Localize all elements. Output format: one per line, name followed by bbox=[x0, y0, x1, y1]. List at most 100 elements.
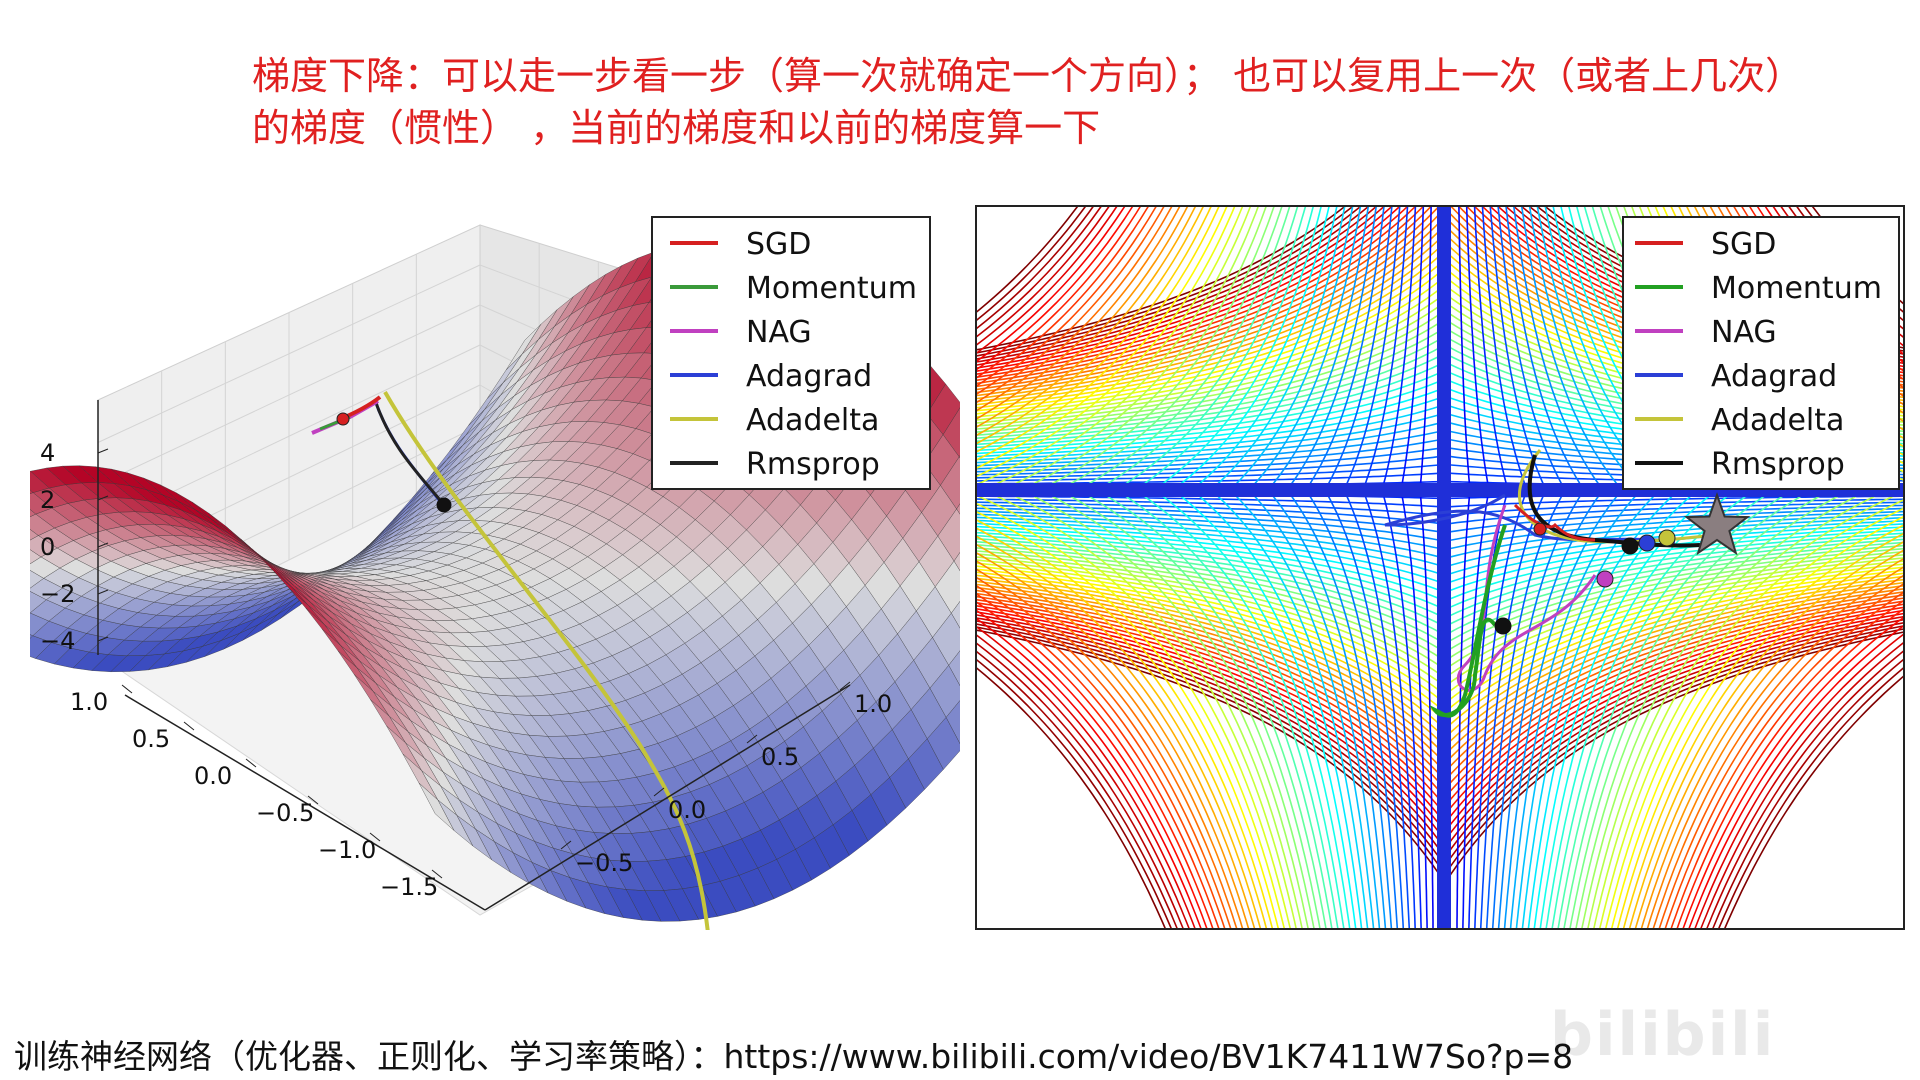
contour-chart: SGD Momentum NAG Adagrad Adadelta Rmsprop bbox=[975, 205, 1905, 930]
contour-line bbox=[1154, 205, 1351, 930]
contour-line bbox=[1717, 205, 1905, 930]
y-tick-label: 0.5 bbox=[761, 743, 799, 771]
contour-line bbox=[975, 205, 1197, 930]
z-tick-label: 4 bbox=[40, 439, 55, 467]
rmsprop-path bbox=[373, 399, 446, 506]
contour-line bbox=[975, 205, 1167, 930]
legend-box bbox=[1622, 216, 1900, 490]
legend: SGD Momentum NAG Adagrad Adadelta Rmsprop bbox=[651, 216, 931, 490]
contour-line bbox=[1040, 205, 1316, 930]
x-tick-mark bbox=[431, 869, 443, 879]
legend-label-rmsprop: Rmsprop bbox=[746, 447, 880, 482]
y-tick-mark bbox=[839, 681, 851, 691]
surface-cell bbox=[956, 503, 960, 515]
contour-line bbox=[1533, 205, 1717, 930]
surface-cell bbox=[948, 650, 960, 687]
footer-text: 训练神经网络（优化器、正则化、学习率策略）：https://www.bilibi… bbox=[14, 1037, 1574, 1076]
z-tick-label: −4 bbox=[40, 627, 75, 655]
contour-line bbox=[975, 205, 1203, 930]
y-tick-mark bbox=[746, 734, 758, 744]
x-axis-line bbox=[124, 694, 486, 911]
contour-line bbox=[975, 205, 1280, 930]
watermark: bilibili bbox=[1550, 1000, 1776, 1070]
dense-contour-band bbox=[1437, 205, 1451, 930]
contour-line bbox=[975, 205, 1179, 930]
optimizer-paths-2d bbox=[1384, 449, 1726, 718]
caption-line-2: 的梯度（惯性） ，当前的梯度和以前的梯度算一下 bbox=[252, 106, 1101, 150]
y-axis-ticks: 1.0 0.5 0.0 −0.5 bbox=[560, 681, 892, 877]
surface-cell bbox=[30, 591, 47, 614]
adadelta-marker bbox=[1658, 529, 1676, 547]
contour-line bbox=[1545, 205, 1755, 930]
surface-cell bbox=[945, 700, 960, 745]
legend-label-rmsprop: Rmsprop bbox=[1711, 447, 1845, 482]
caption: 梯度下降：可以走一步看一步（算一次就确定一个方向）； 也可以复用上一次（或者上几… bbox=[252, 50, 1852, 154]
x-tick-mark bbox=[307, 795, 319, 805]
contour-line bbox=[1305, 205, 1399, 930]
x-tick-label: −0.5 bbox=[256, 799, 314, 827]
legend-box bbox=[651, 216, 931, 490]
contour-line bbox=[1723, 205, 1905, 930]
contour-line bbox=[1503, 205, 1623, 930]
y-tick-label: −0.5 bbox=[575, 849, 633, 877]
contour-line bbox=[1078, 205, 1328, 930]
plot-frame bbox=[975, 205, 1905, 930]
momentum-path bbox=[1429, 524, 1507, 718]
y-tick-label: 1.0 bbox=[854, 690, 892, 718]
contour-line bbox=[1497, 205, 1604, 930]
contour-line bbox=[1343, 205, 1411, 930]
z-tick-label: −2 bbox=[40, 580, 75, 608]
legend-label-momentum: Momentum bbox=[746, 271, 917, 306]
surface-cell bbox=[953, 552, 960, 572]
minimum-star-icon bbox=[1683, 491, 1751, 556]
contour-line bbox=[1491, 205, 1585, 930]
surface-cell bbox=[30, 509, 37, 518]
contour-line bbox=[975, 205, 1238, 930]
contour-line bbox=[1324, 205, 1405, 930]
contour-line bbox=[1248, 205, 1381, 930]
contour-line bbox=[1286, 205, 1393, 930]
contour-line bbox=[1515, 205, 1661, 930]
contour-line bbox=[1059, 205, 1322, 930]
x-tick-label: −1.5 bbox=[380, 873, 438, 901]
contour-line bbox=[975, 205, 1268, 930]
sgd-marker bbox=[336, 412, 350, 426]
surface-cell bbox=[30, 549, 42, 565]
contour-line bbox=[1527, 205, 1698, 930]
contour-line bbox=[1485, 205, 1566, 930]
rmsprop-marker bbox=[1621, 537, 1639, 555]
contour-line bbox=[1002, 205, 1304, 930]
y-tick-mark bbox=[560, 840, 572, 850]
contour-line bbox=[1521, 205, 1679, 930]
contour-line bbox=[1097, 205, 1333, 930]
x-tick-mark bbox=[121, 684, 133, 694]
contour-line bbox=[1509, 205, 1642, 930]
contour-line bbox=[983, 205, 1298, 930]
sgd-marker bbox=[1533, 522, 1547, 536]
contour-line bbox=[1116, 205, 1339, 930]
adadelta-path bbox=[383, 391, 710, 930]
contour-line bbox=[1479, 205, 1547, 930]
y-tick-label: 0.0 bbox=[668, 796, 706, 824]
z-tick-label: 2 bbox=[40, 486, 55, 514]
contour-line bbox=[1362, 205, 1417, 930]
contour-line bbox=[1400, 205, 1428, 930]
caption-line-1: 梯度下降：可以走一步看一步（算一次就确定一个方向）； 也可以复用上一次（或者上几… bbox=[252, 54, 1804, 98]
y-tick-mark bbox=[653, 787, 665, 797]
contour-line bbox=[1211, 205, 1369, 930]
y-axis-line bbox=[484, 684, 851, 911]
legend-label-adagrad: Adagrad bbox=[1711, 359, 1837, 394]
x-tick-mark bbox=[183, 721, 195, 731]
x-tick-label: 0.5 bbox=[132, 725, 170, 753]
contour-line bbox=[975, 205, 1215, 930]
adagrad-marker bbox=[1638, 534, 1656, 552]
legend-label-momentum: Momentum bbox=[1711, 271, 1882, 306]
contour-line bbox=[1267, 205, 1387, 930]
x-tick-label: −1.0 bbox=[318, 836, 376, 864]
contour-line bbox=[1381, 205, 1423, 930]
x-tick-label: 1.0 bbox=[70, 688, 108, 716]
legend: SGD Momentum NAG Adagrad Adadelta Rmsprop bbox=[1622, 216, 1900, 490]
surface-cell bbox=[30, 528, 39, 541]
x-axis-ticks: 1.0 0.5 0.0 −0.5−1.0−1.5 bbox=[70, 684, 443, 901]
contour-line bbox=[1456, 205, 1471, 930]
